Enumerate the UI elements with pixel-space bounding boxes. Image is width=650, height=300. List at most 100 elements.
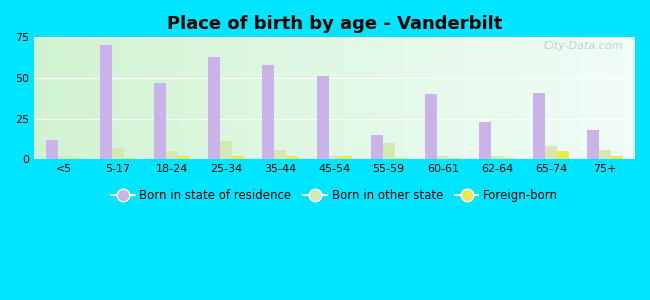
Bar (139, 37, 142, 159)
Bar (446, 37, 448, 159)
Bar (367, 37, 370, 159)
Bar (509, 37, 512, 159)
Bar (304, 37, 307, 159)
Bar (184, 37, 187, 159)
Bar (136, 37, 139, 159)
Bar (241, 37, 244, 159)
Bar (196, 37, 200, 159)
Bar (298, 37, 302, 159)
Bar (220, 37, 224, 159)
Bar (467, 37, 470, 159)
Bar (205, 37, 208, 159)
Bar (178, 37, 181, 159)
Bar (55, 37, 58, 159)
Bar (145, 37, 148, 159)
Bar (578, 37, 581, 159)
Bar (389, 37, 391, 159)
Bar (272, 37, 274, 159)
Bar (557, 37, 560, 159)
Bar (581, 37, 584, 159)
Bar (148, 37, 151, 159)
Bar (121, 37, 124, 159)
Bar (79, 37, 82, 159)
Bar (407, 37, 410, 159)
Bar (545, 146, 557, 159)
Bar (626, 37, 629, 159)
Bar (73, 37, 76, 159)
Bar (256, 37, 259, 159)
Bar (280, 37, 283, 159)
Bar (439, 37, 443, 159)
Bar (428, 37, 431, 159)
Bar (283, 37, 287, 159)
Bar (70, 37, 73, 159)
Bar (479, 37, 482, 159)
Bar (518, 37, 521, 159)
Bar (611, 37, 614, 159)
Bar (130, 37, 133, 159)
Bar (448, 158, 461, 159)
Bar (112, 148, 124, 159)
Bar (350, 37, 352, 159)
Bar (82, 37, 85, 159)
Bar (287, 37, 289, 159)
Bar (470, 37, 473, 159)
Bar (419, 37, 422, 159)
Bar (614, 37, 617, 159)
Bar (491, 156, 503, 159)
Bar (317, 76, 328, 159)
Bar (569, 37, 572, 159)
Bar (200, 37, 202, 159)
Bar (422, 37, 424, 159)
Bar (551, 37, 554, 159)
Bar (160, 37, 163, 159)
Bar (124, 37, 127, 159)
Bar (263, 37, 265, 159)
Bar (43, 37, 46, 159)
Bar (356, 37, 359, 159)
Bar (163, 37, 166, 159)
Bar (512, 37, 515, 159)
Bar (100, 37, 103, 159)
Bar (575, 37, 578, 159)
Bar (572, 37, 575, 159)
Bar (424, 37, 428, 159)
Bar (346, 37, 350, 159)
Bar (226, 37, 229, 159)
Bar (629, 37, 632, 159)
Bar (142, 37, 145, 159)
Bar (380, 37, 383, 159)
Bar (328, 156, 341, 159)
Bar (623, 37, 626, 159)
Bar (49, 37, 52, 159)
Bar (530, 37, 533, 159)
Bar (328, 37, 332, 159)
Bar (461, 37, 463, 159)
Bar (404, 37, 407, 159)
Bar (620, 37, 623, 159)
Text: City-Data.com: City-Data.com (543, 41, 623, 51)
Bar (479, 122, 491, 159)
Bar (359, 37, 361, 159)
Bar (202, 37, 205, 159)
Bar (524, 37, 526, 159)
Bar (274, 149, 286, 159)
Bar (193, 37, 196, 159)
Bar (118, 37, 121, 159)
Bar (494, 37, 497, 159)
Bar (335, 37, 337, 159)
Bar (383, 37, 385, 159)
Bar (415, 37, 419, 159)
Bar (229, 37, 232, 159)
Bar (67, 37, 70, 159)
Bar (154, 83, 166, 159)
Bar (190, 37, 193, 159)
Bar (584, 37, 587, 159)
Bar (112, 37, 115, 159)
Bar (313, 37, 317, 159)
Bar (434, 37, 437, 159)
Bar (395, 158, 406, 159)
Bar (593, 37, 596, 159)
Bar (34, 37, 37, 159)
Bar (263, 65, 274, 159)
